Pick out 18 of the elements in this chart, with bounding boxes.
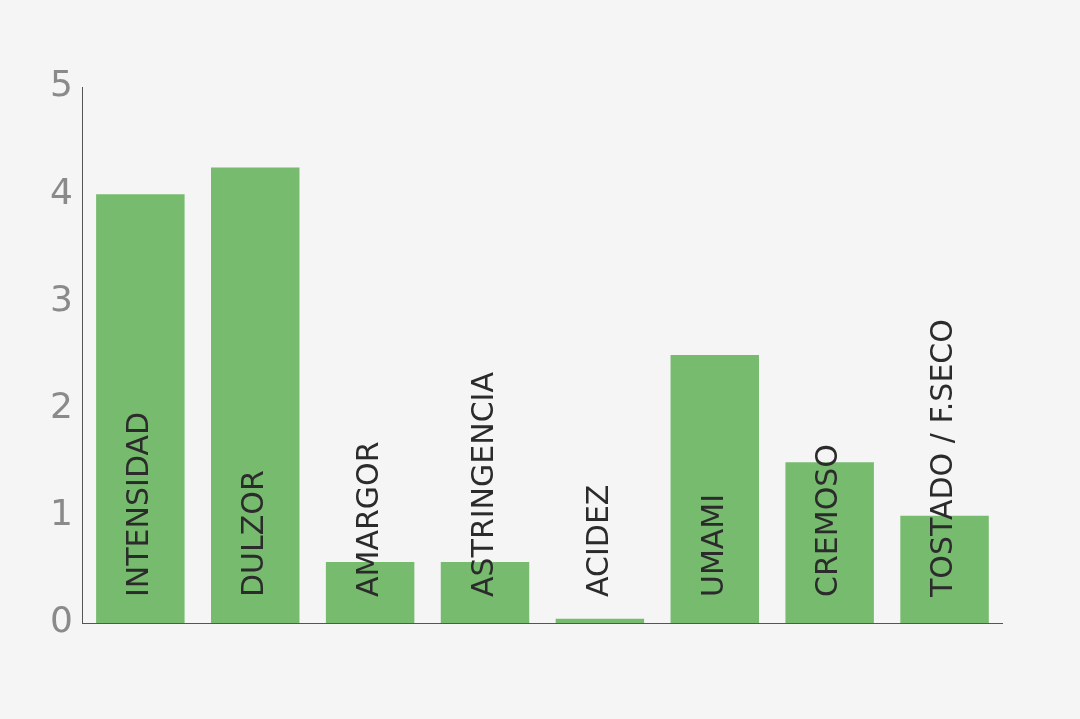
- x-tick-label: ACIDEZ: [579, 484, 615, 597]
- x-tick-label: UMAMI: [694, 493, 730, 597]
- y-tick-label: 1: [50, 492, 73, 534]
- y-tick-label: 2: [50, 384, 73, 426]
- x-tick-label: INTENSIDAD: [120, 411, 156, 597]
- bar: [555, 618, 645, 623]
- x-tick-label: AMARGOR: [349, 441, 385, 597]
- x-tick-label: ASTRINGENCIA: [464, 371, 500, 597]
- bar: [211, 167, 300, 623]
- x-tick-label: CREMOSO: [809, 444, 845, 597]
- y-tick-label: 3: [50, 277, 73, 319]
- x-tick-label: TOSTADO / F.SECO: [924, 319, 960, 598]
- y-tick-label: 0: [50, 599, 73, 641]
- bar: [670, 355, 760, 623]
- y-tick-label: 4: [50, 170, 73, 212]
- bar: [96, 194, 185, 623]
- y-tick-label: 5: [50, 63, 73, 105]
- x-tick-label: DULZOR: [235, 470, 271, 597]
